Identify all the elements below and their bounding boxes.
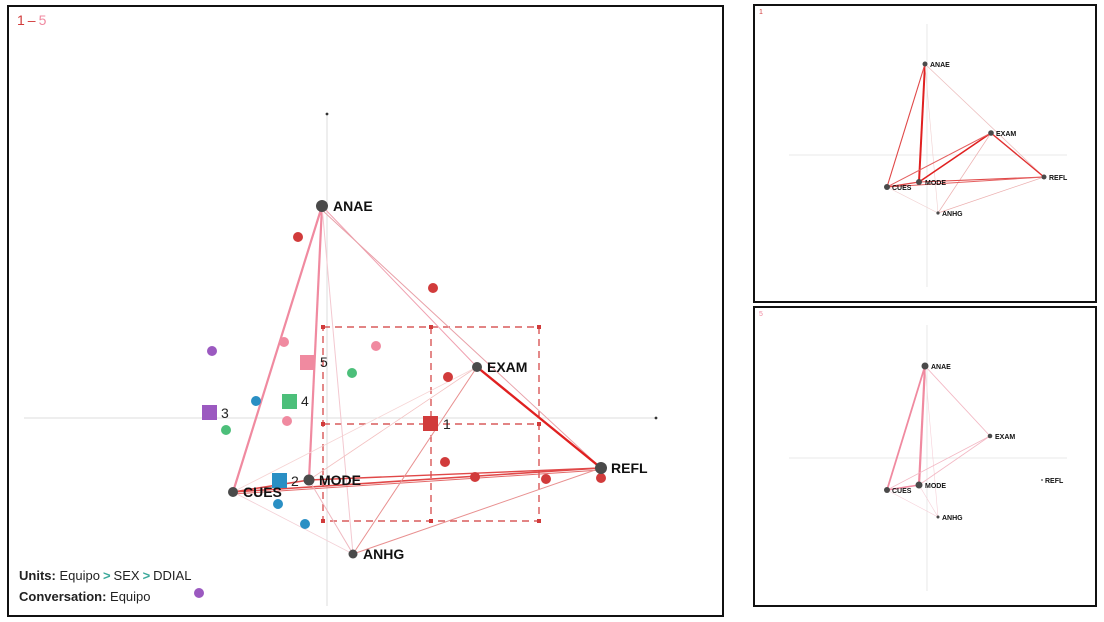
mean-square-5 xyxy=(300,355,315,370)
svg-text:REFL: REFL xyxy=(611,460,648,476)
svg-text:MODE: MODE xyxy=(925,180,946,187)
svg-text:ANAE: ANAE xyxy=(930,62,950,69)
svg-text:ANHG: ANHG xyxy=(942,515,963,522)
plot-title: 1–5 xyxy=(17,12,46,28)
svg-text:EXAM: EXAM xyxy=(487,359,527,375)
svg-text:EXAM: EXAM xyxy=(996,131,1016,138)
conversation-legend: Conversation: Equipo xyxy=(19,589,151,604)
mean-square-2 xyxy=(272,473,287,488)
subplot-unit-5: 5 ANAE EXAM REFL MODE CUES ANHG xyxy=(753,306,1097,607)
title-unit-1: 1 xyxy=(17,12,25,28)
svg-text:CUES: CUES xyxy=(243,484,282,500)
svg-text:5: 5 xyxy=(320,354,328,370)
svg-text:REFL: REFL xyxy=(1045,478,1064,485)
svg-text:4: 4 xyxy=(301,393,309,409)
legend: Units: Equipo > SEX > DDIAL Conversation: Eq… xyxy=(19,565,191,607)
subplot-1-canvas: ANAE EXAM REFL MODE CUES ANHG xyxy=(789,24,1068,287)
main-network-plot: 1–5 xyxy=(7,5,724,617)
mean-square-4 xyxy=(282,394,297,409)
unit-points xyxy=(194,232,606,598)
subplot-title-5: 5 xyxy=(759,311,763,318)
units-legend: Units: Equipo > SEX > DDIAL xyxy=(19,568,192,583)
svg-text:ANHG: ANHG xyxy=(363,546,404,562)
subplot-5-canvas: ANAE EXAM REFL MODE CUES ANHG xyxy=(789,325,1067,591)
svg-text:MODE: MODE xyxy=(925,483,946,490)
main-plot-canvas: 1 2 3 4 5 ANAE EXAM REFL MODE CUES ANHG xyxy=(24,112,658,606)
subplot-5-nodes: ANAE EXAM REFL MODE CUES ANHG xyxy=(884,362,1064,522)
svg-text:3: 3 xyxy=(221,405,229,421)
group-means: 1 2 3 4 5 xyxy=(202,354,451,489)
subplot-1-nodes: ANAE EXAM REFL MODE CUES ANHG xyxy=(884,61,1068,218)
svg-text:1: 1 xyxy=(443,416,451,432)
confidence-box-corners xyxy=(321,325,541,523)
svg-text:CUES: CUES xyxy=(892,488,912,495)
axes xyxy=(24,112,658,606)
svg-text:REFL: REFL xyxy=(1049,175,1068,182)
subplot-unit-1: 1 ANAE EXAM REFL MODE CUES ANHG xyxy=(753,4,1097,303)
code-nodes: ANAE EXAM REFL MODE CUES ANHG xyxy=(228,198,648,562)
svg-text:CUES: CUES xyxy=(892,185,912,192)
mean-square-1 xyxy=(423,416,438,431)
svg-text:2: 2 xyxy=(291,473,299,489)
title-separator: – xyxy=(27,12,36,28)
svg-text:ANAE: ANAE xyxy=(931,364,951,371)
title-unit-5: 5 xyxy=(38,12,47,28)
svg-text:MODE: MODE xyxy=(319,472,361,488)
network-edges xyxy=(231,205,602,555)
svg-text:ANAE: ANAE xyxy=(333,198,373,214)
svg-text:ANHG: ANHG xyxy=(942,211,963,218)
svg-text:EXAM: EXAM xyxy=(995,434,1015,441)
subplot-title-1: 1 xyxy=(759,9,763,16)
mean-square-3 xyxy=(202,405,217,420)
